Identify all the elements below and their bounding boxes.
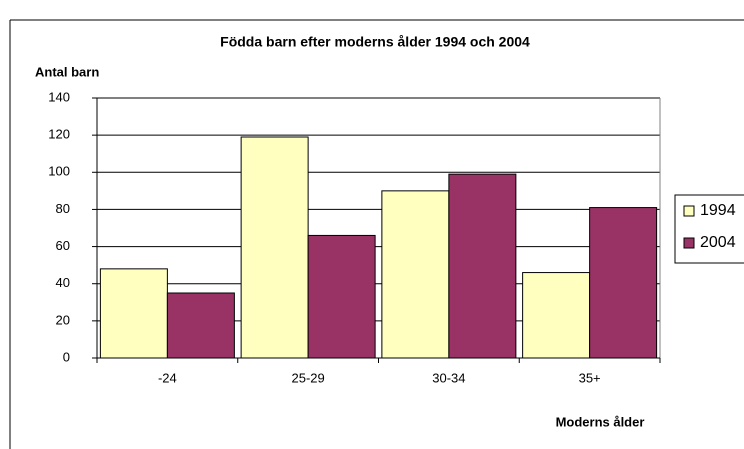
y-axis-label: Antal barn [35, 64, 99, 79]
legend-label: 2004 [700, 234, 736, 251]
bar [240, 136, 309, 359]
x-tick-label: -24 [158, 370, 177, 385]
bar [381, 190, 450, 359]
y-tick-label: 20 [56, 312, 70, 327]
bar [307, 234, 376, 359]
y-tick-label: 40 [56, 275, 70, 290]
bar [448, 173, 517, 359]
y-tick-label: 60 [56, 238, 70, 253]
bar [99, 268, 168, 359]
y-tick-label: 100 [48, 164, 70, 179]
x-tick-label: 30-34 [432, 370, 465, 385]
chart-title: Födda barn efter moderns ålder 1994 och … [220, 34, 530, 50]
bar [522, 272, 591, 359]
x-axis-label: Moderns ålder [556, 414, 645, 429]
y-tick-label: 0 [63, 349, 70, 364]
x-tick-label: 35+ [579, 370, 601, 385]
legend-swatch [683, 237, 695, 249]
bar [166, 292, 235, 359]
x-tick-label: 25-29 [292, 370, 325, 385]
y-tick-label: 120 [48, 127, 70, 142]
legend-swatch [683, 205, 695, 217]
y-tick-label: 80 [56, 201, 70, 216]
legend-label: 1994 [700, 202, 736, 219]
y-tick-label: 140 [48, 89, 70, 104]
bar [589, 207, 658, 359]
